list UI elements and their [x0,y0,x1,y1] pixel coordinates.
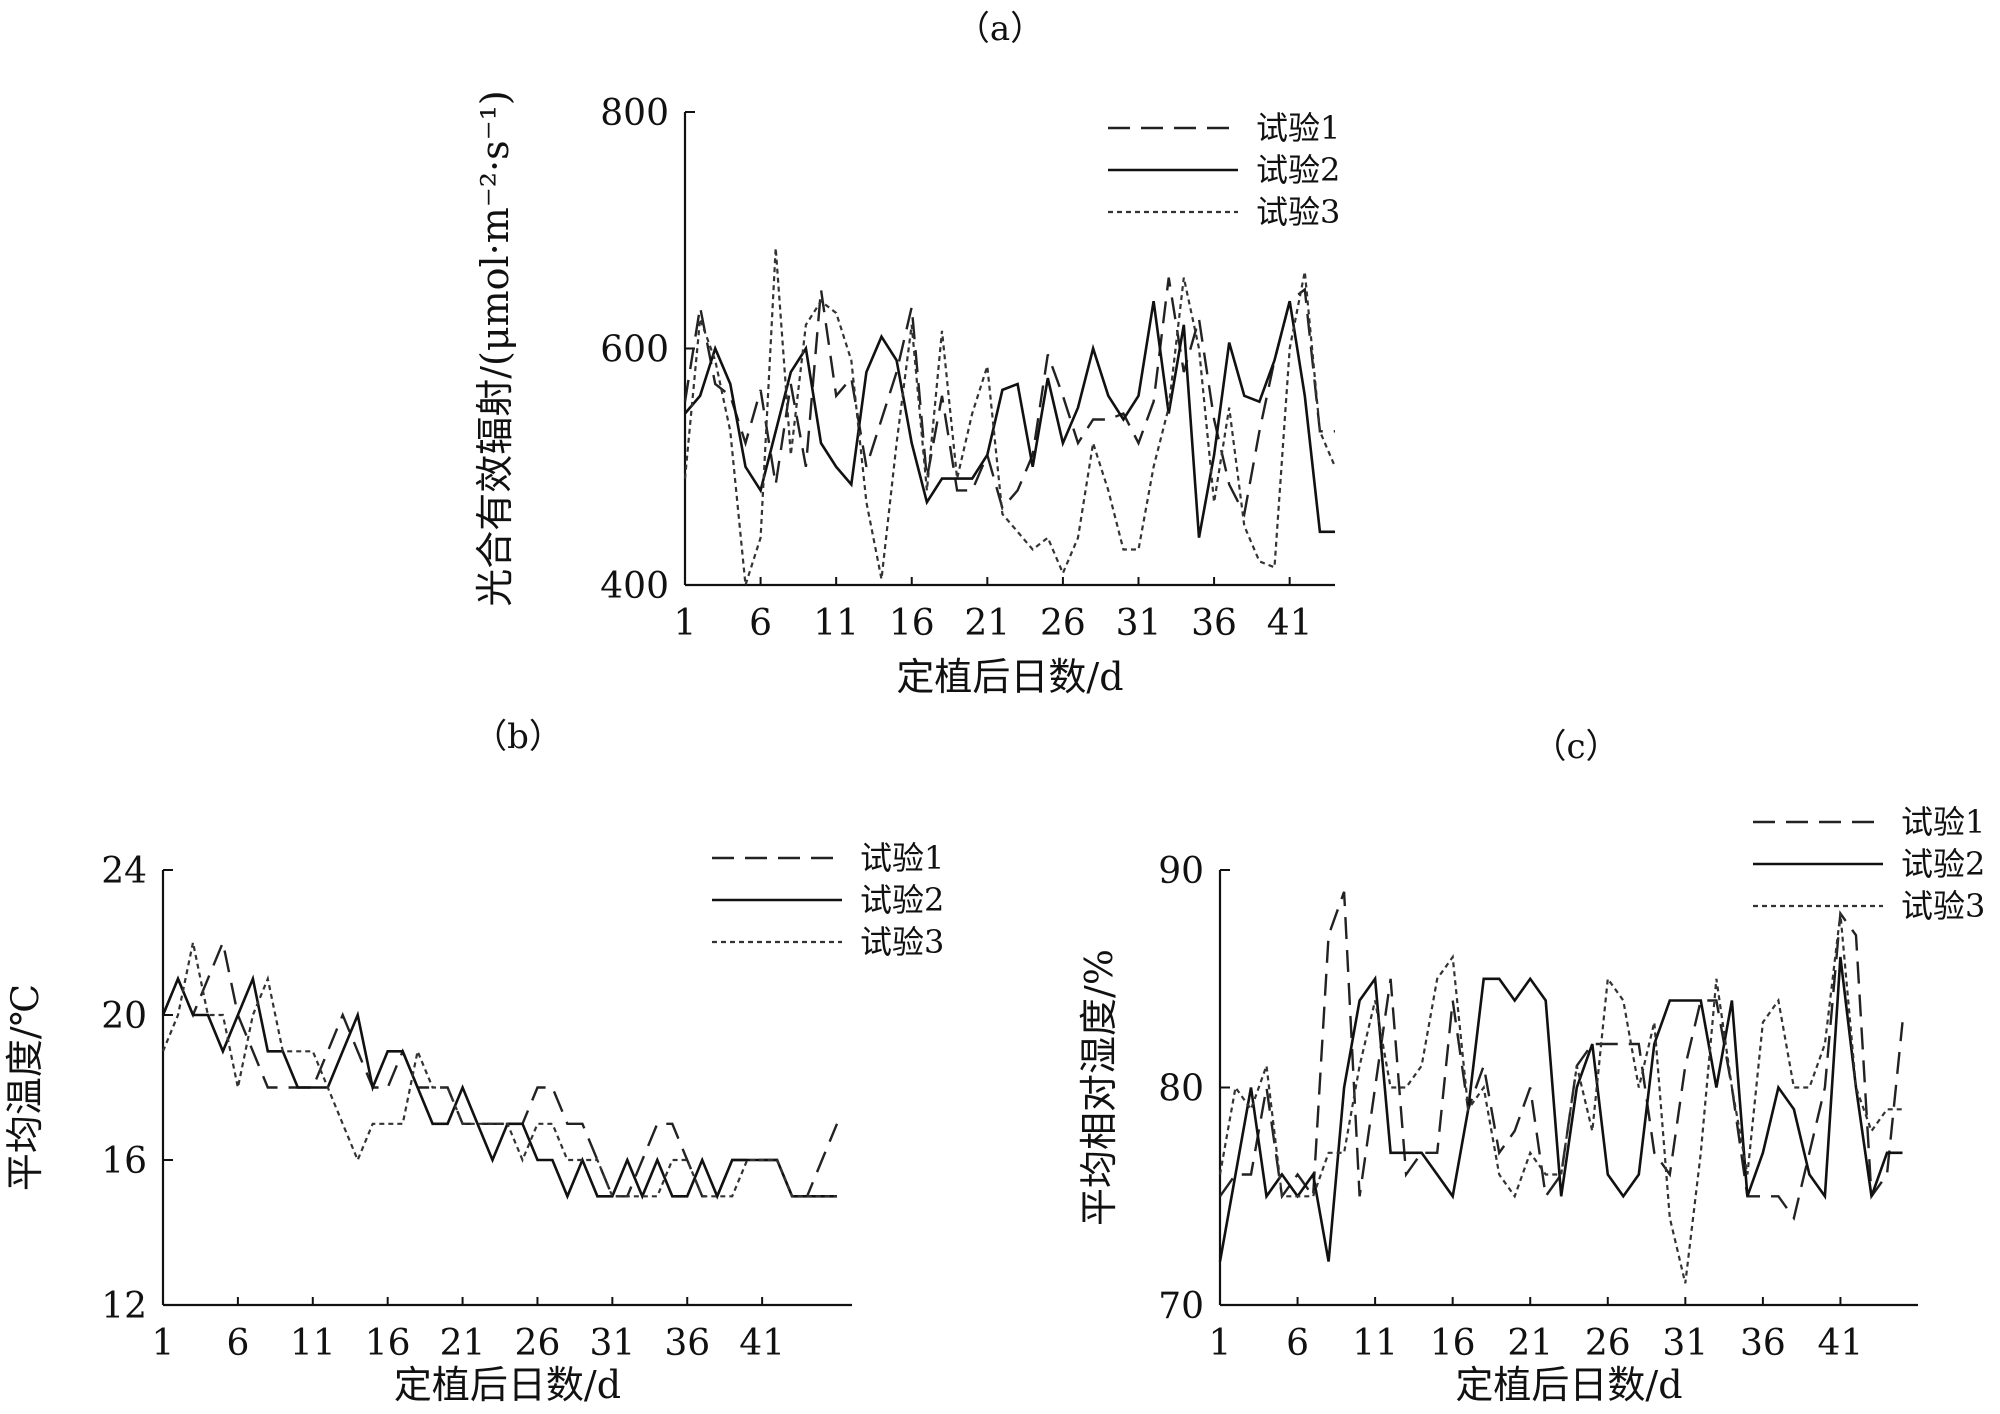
legend-label-1: 试验1 [1901,803,1985,841]
x-tick-label: 11 [1352,1323,1398,1364]
x-tick-label: 31 [1116,603,1162,644]
x-tick-label: 21 [1507,1323,1553,1364]
y-tick-label: 400 [600,566,669,607]
x-tick-label: 1 [1209,1323,1232,1364]
legend-label-2: 试验2 [1256,151,1340,189]
x-tick-label: 21 [964,603,1010,644]
legend-label-2: 试验2 [1901,845,1985,883]
x-tick-label: 1 [152,1323,175,1364]
x-tick-label: 26 [1040,603,1086,644]
x-tick-label: 36 [1740,1323,1786,1364]
x-tick-label: 6 [749,603,772,644]
y-tick-label: 800 [600,93,669,134]
series-line-2 [684,300,1335,538]
series-line-1 [683,277,1335,518]
x-tick-label: 11 [813,603,859,644]
x-tick-label: 16 [1430,1323,1476,1364]
y-tick-label: 80 [1158,1069,1204,1110]
x-tick-label: 16 [889,603,935,644]
legend-label-3: 试验3 [1256,193,1340,231]
panel-title-2: （b） [473,717,563,757]
y-tick-label: 24 [101,851,147,892]
x-tick-label: 11 [290,1323,336,1364]
x-tick-label: 41 [739,1323,785,1364]
y-axis-label: 平均相对湿度/% [1077,949,1121,1226]
y-tick-label: 20 [101,996,147,1037]
x-axis-label: 定植后日数/d [394,1363,621,1407]
y-axis-label: 光合有效辐射/(μmol·m⁻²·s⁻¹) [473,90,517,607]
series-line-3 [683,247,1337,586]
x-tick-label: 31 [1662,1323,1708,1364]
panel-title-1: （a） [956,9,1044,49]
x-axis-label: 定植后日数/d [1455,1363,1682,1407]
x-tick-label: 1 [674,603,697,644]
x-tick-label: 36 [664,1323,710,1364]
legend-label-1: 试验1 [1256,109,1340,147]
y-tick-label: 12 [101,1286,147,1327]
y-tick-label: 90 [1158,851,1204,892]
x-tick-label: 41 [1818,1323,1864,1364]
legend-label-1: 试验1 [860,839,944,877]
series-line-2 [161,974,837,1200]
x-tick-label: 6 [226,1323,249,1364]
series-line-1 [161,938,839,1198]
x-axis-label: 定植后日数/d [896,655,1123,699]
x-tick-label: 36 [1191,603,1237,644]
series-line-3 [161,942,837,1198]
y-tick-label: 600 [600,330,669,371]
legend-label-3: 试验3 [860,923,944,961]
x-tick-label: 26 [515,1323,561,1364]
x-tick-label: 16 [365,1323,411,1364]
y-tick-label: 70 [1158,1286,1204,1327]
x-tick-label: 21 [440,1323,486,1364]
legend-label-3: 试验3 [1901,887,1985,925]
panel-title-3: （c） [1532,727,1619,767]
y-axis-label: 平均温度/℃ [3,984,47,1191]
y-tick-label: 16 [101,1141,147,1182]
chart-panel-3 [1218,820,1918,1307]
x-tick-label: 26 [1585,1323,1631,1364]
chart-panel-2 [161,856,852,1307]
series-line-1 [1219,891,1904,1221]
series-line-2 [1218,956,1903,1262]
legend-label-2: 试验2 [860,881,944,919]
x-tick-label: 41 [1267,603,1313,644]
x-tick-label: 31 [589,1323,635,1364]
x-tick-label: 6 [1286,1323,1309,1364]
chart-panel-1 [683,111,1337,587]
